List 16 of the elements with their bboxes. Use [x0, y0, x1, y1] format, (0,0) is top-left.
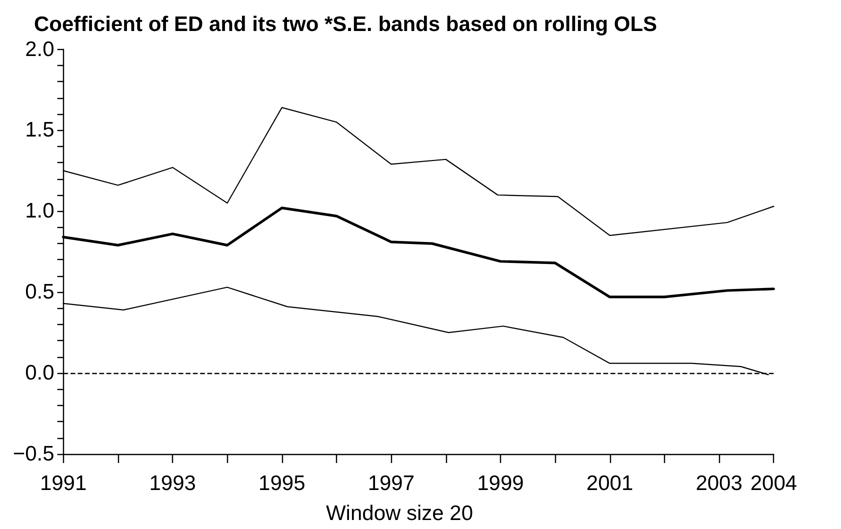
y-tick-label: 0.0 [25, 362, 54, 385]
chart-title: Coefficient of ED and its two *S.E. bands based on rolling OLS [34, 13, 658, 36]
x-tick-label: 1997 [368, 472, 415, 495]
x-tick-label: 2004 [750, 472, 798, 495]
y-tick-label: 2.0 [25, 38, 54, 61]
x-tick-label: 1995 [258, 472, 306, 495]
y-tick-label: 1.0 [25, 200, 54, 223]
y-tick-label: −0.5 [12, 442, 54, 466]
x-tick-label: 1999 [477, 472, 524, 495]
x-tick-label: 1991 [40, 472, 87, 495]
x-tick-label: 1993 [149, 472, 196, 495]
x-axis-title: Window size 20 [326, 502, 474, 525]
x-tick-label: 2001 [586, 472, 634, 495]
x-tick-label: 2003 [696, 472, 742, 495]
y-tick-label: 1.5 [25, 118, 54, 142]
y-tick-label: 0.5 [25, 280, 54, 304]
